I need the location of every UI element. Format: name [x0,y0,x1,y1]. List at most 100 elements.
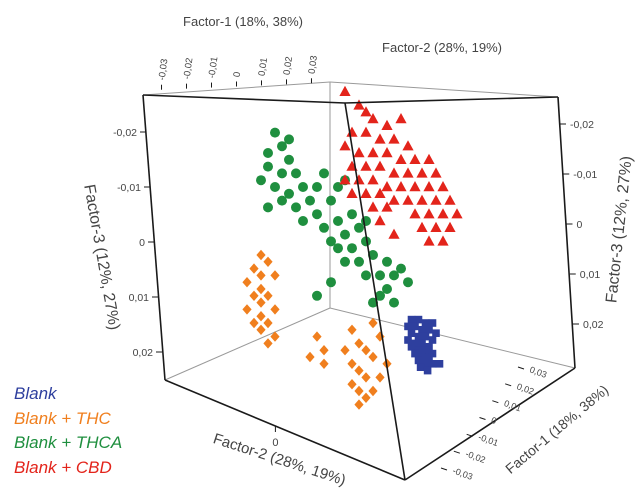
point-2-41 [382,284,392,294]
point-3-15 [395,153,407,164]
series-1 [242,249,392,410]
point-2-14 [291,202,301,213]
bottom_factor1-tick-label-5: -0,02 [464,449,487,465]
point-1-2 [249,263,259,274]
legend-blank: Blank [14,384,57,403]
point-2-27 [340,229,350,240]
point-2-5 [277,168,287,179]
top-factor2-title: Factor-2 (28%, 19%) [382,40,502,55]
point-1-16 [270,331,280,342]
point-2-46 [326,277,336,288]
point-1-17 [263,338,273,349]
point-2-20 [326,195,336,206]
point-2-28 [354,222,364,233]
point-3-39 [430,194,442,205]
point-0-2 [421,319,430,327]
point-2-10 [298,182,308,192]
point-3-16 [409,153,421,164]
point-0-1 [414,315,423,324]
point-1-18 [312,331,322,342]
point-3-6 [346,126,358,137]
point-3-41 [367,201,379,212]
point-1-31 [361,392,371,403]
point-1-5 [242,277,252,288]
point-1-14 [249,317,259,329]
point-3-51 [388,228,400,239]
right_factor3-tick-label-3: 0,01 [580,269,601,281]
point-3-22 [402,167,414,178]
point-2-1 [277,141,287,152]
point-0-24 [414,356,423,365]
point-2-23 [319,222,329,233]
point-3-4 [395,113,407,124]
point-2-37 [375,270,385,281]
point-3-49 [430,221,442,232]
top_factor1-tick-label-6: 0,03 [307,55,320,75]
point-2-24 [333,216,343,226]
point-0-29 [423,366,432,375]
data-points [242,85,463,410]
point-1-3 [256,270,266,281]
point-1-23 [354,338,364,349]
point-1-0 [256,249,266,261]
point-3-31 [423,181,435,192]
point-1-20 [305,351,315,363]
point-3-40 [444,194,456,205]
point-0-7 [425,326,433,334]
right_factor3-tick-label-4: 0,02 [583,319,604,331]
point-0-13 [404,336,412,344]
point-2-47 [403,277,413,288]
bottom_factor1-tick-4 [466,433,473,437]
point-3-37 [402,194,414,205]
point-0-10 [414,332,423,341]
legend-blank-thc: Blank + THC [14,408,111,428]
point-2-34 [354,256,364,267]
point-0-4 [404,322,412,331]
point-1-13 [263,317,273,329]
point-2-45 [312,290,322,301]
point-2-16 [312,182,322,192]
point-3-28 [381,181,393,192]
point-3-24 [430,167,442,178]
top_factor1-tick-label-5: 0,02 [282,56,295,76]
point-1-28 [361,372,371,383]
bottom_factor1-tick-2 [492,400,499,404]
point-3-19 [360,160,372,171]
point-2-13 [263,202,273,213]
point-3-0 [339,85,351,96]
point-2-2 [284,134,294,145]
box-front-edges [142,94,576,481]
point-1-37 [375,372,385,383]
point-1-12 [256,311,266,322]
top_factor1-tick-label-2: -0,01 [207,56,221,79]
point-3-46 [451,208,463,219]
series-2 [256,127,413,308]
point-3-5 [381,119,393,130]
point-1-25 [361,345,371,356]
point-3-14 [381,147,393,158]
point-1-21 [319,358,329,369]
point-3-9 [388,133,400,144]
point-2-39 [389,270,399,281]
legend-blank-thca: Blank + THCA [14,433,123,452]
point-3-43 [409,208,421,219]
point-3-45 [437,208,449,219]
point-3-29 [395,181,407,192]
point-3-7 [360,126,372,137]
point-2-40 [396,263,406,274]
axis-ticks [140,78,579,471]
point-3-35 [374,187,386,198]
bottom_factor1-tick-label-1: 0,02 [515,381,535,396]
point-1-32 [354,399,364,410]
point-0-8 [432,329,440,337]
series-0 [404,315,444,375]
point-3-47 [374,215,386,226]
point-3-10 [402,140,414,151]
point-2-26 [326,236,336,247]
bottom_factor1-tick-6 [440,467,448,471]
left_factor3-tick-label-4: 0,02 [133,347,154,359]
point-3-42 [381,201,393,212]
point-0-25 [421,360,430,368]
point-2-32 [361,236,371,247]
point-1-8 [249,290,259,301]
